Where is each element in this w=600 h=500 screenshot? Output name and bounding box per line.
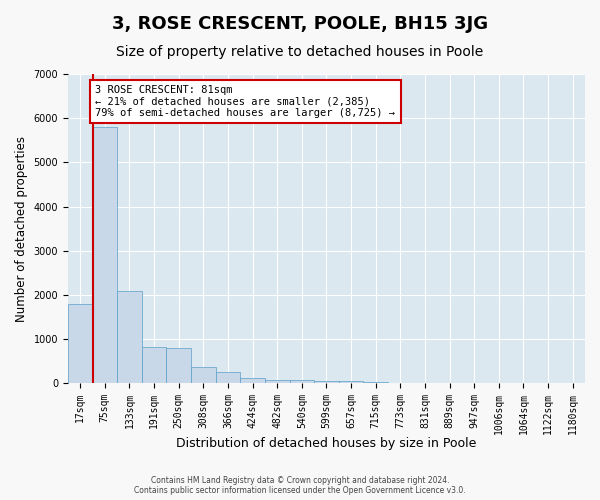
Bar xyxy=(339,381,364,384)
Bar xyxy=(92,127,117,384)
Bar xyxy=(364,382,388,384)
Text: Size of property relative to detached houses in Poole: Size of property relative to detached ho… xyxy=(116,45,484,59)
Bar xyxy=(215,372,240,384)
Bar xyxy=(191,366,215,384)
Text: Contains HM Land Registry data © Crown copyright and database right 2024.
Contai: Contains HM Land Registry data © Crown c… xyxy=(134,476,466,495)
Text: 3 ROSE CRESCENT: 81sqm
← 21% of detached houses are smaller (2,385)
79% of semi-: 3 ROSE CRESCENT: 81sqm ← 21% of detached… xyxy=(95,85,395,118)
X-axis label: Distribution of detached houses by size in Poole: Distribution of detached houses by size … xyxy=(176,437,476,450)
Bar xyxy=(142,347,166,384)
Bar xyxy=(265,380,290,384)
Y-axis label: Number of detached properties: Number of detached properties xyxy=(15,136,28,322)
Bar xyxy=(290,380,314,384)
Bar xyxy=(117,290,142,384)
Bar xyxy=(314,381,339,384)
Bar xyxy=(68,304,92,384)
Bar xyxy=(240,378,265,384)
Text: 3, ROSE CRESCENT, POOLE, BH15 3JG: 3, ROSE CRESCENT, POOLE, BH15 3JG xyxy=(112,15,488,33)
Bar xyxy=(166,348,191,384)
